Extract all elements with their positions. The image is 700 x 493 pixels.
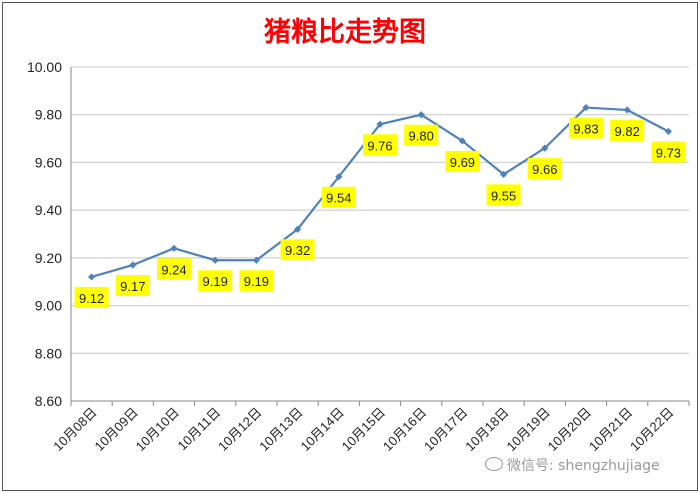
data-point	[335, 173, 343, 181]
y-tick-label: 8.60	[35, 393, 62, 409]
data-label: 9.12	[79, 291, 104, 306]
data-label: 9.55	[491, 188, 516, 203]
x-tick-label: 10月19日	[503, 405, 552, 454]
data-point	[294, 225, 302, 233]
x-tick-label: 10月20日	[545, 405, 594, 454]
data-point	[211, 256, 219, 264]
grid-lines	[71, 66, 689, 402]
data-label-box	[363, 134, 397, 156]
data-label: 9.83	[573, 122, 598, 137]
data-point	[376, 120, 384, 128]
data-label: 9.76	[367, 138, 392, 153]
data-label-box	[239, 270, 274, 292]
data-point	[129, 261, 137, 269]
x-tick-label: 10月13日	[256, 405, 305, 454]
axes	[70, 67, 690, 406]
data-label-box	[569, 117, 603, 139]
y-tick-label: 8.80	[35, 345, 62, 361]
x-tick-label: 10月11日	[175, 405, 224, 454]
data-labels: 9.12 9.17 9.24 9.19 9.19 9.32 9.54 9.76 9.80 9.69…	[74, 117, 686, 308]
data-point	[88, 273, 96, 281]
data-label: 9.19	[244, 274, 269, 289]
x-tick-label: 10月17日	[421, 405, 470, 454]
y-axis-ticks: 8.60 8.80 9.00 9.20 9.40 9.60 9.80 10.00	[27, 59, 62, 409]
line-chart: 猪粮比走势图 8.60 8.80 9.00 9.20 9.40 9.60 9.80 10.00…	[27, 16, 690, 454]
y-tick-label: 10.00	[27, 59, 62, 75]
x-tick-label: 10月10日	[133, 405, 182, 454]
data-label: 9.66	[532, 162, 557, 177]
data-point	[623, 106, 631, 114]
x-axis-ticks: 10月08日10月09日10月10日10月11日10月12日10月13日10月1…	[50, 405, 676, 454]
data-point	[582, 103, 590, 112]
y-tick-label: 9.60	[35, 154, 62, 170]
watermark-text: 微信号: shengzhujiage	[507, 458, 660, 474]
y-tick-label: 9.20	[35, 250, 62, 266]
data-label-box	[157, 258, 191, 280]
x-tick-label: 10月08日	[50, 405, 99, 454]
chart-title: 猪粮比走势图	[264, 16, 426, 48]
x-tick-label: 10月12日	[215, 405, 264, 454]
data-label-box	[651, 141, 686, 163]
data-label: 9.80	[409, 129, 434, 144]
data-label: 9.19	[203, 274, 228, 289]
data-point	[458, 137, 466, 145]
data-label-box	[445, 150, 480, 172]
x-tick-label: 10月22日	[627, 405, 676, 454]
y-tick-label: 9.00	[35, 298, 62, 314]
data-label-box	[610, 119, 645, 141]
data-label-box	[486, 184, 521, 206]
wechat-icon	[485, 457, 503, 471]
data-label-box	[280, 239, 315, 261]
data-label-box	[74, 286, 109, 308]
x-tick-label: 10月16日	[380, 405, 429, 454]
data-label: 9.73	[656, 145, 681, 160]
y-tick-label: 9.80	[35, 107, 62, 123]
data-point	[170, 244, 178, 252]
x-tick-label: 10月15日	[339, 405, 388, 454]
data-point	[664, 127, 672, 136]
data-label-box	[404, 124, 439, 146]
data-label-box	[527, 158, 562, 180]
data-label: 9.17	[120, 279, 145, 294]
data-label-box	[321, 186, 356, 208]
data-label: 9.54	[326, 191, 351, 206]
data-point	[500, 170, 508, 178]
watermark: 微信号: shengzhujiage	[485, 455, 697, 477]
data-label-box	[198, 270, 233, 292]
data-label: 9.24	[161, 262, 186, 277]
data-point	[252, 256, 260, 264]
data-point	[417, 111, 425, 119]
data-point	[541, 144, 549, 152]
x-tick-label: 10月21日	[586, 405, 635, 454]
x-tick-label: 10月18日	[462, 405, 511, 454]
x-tick-label: 10月09日	[91, 405, 140, 454]
data-label: 9.69	[450, 155, 475, 170]
data-label: 9.32	[285, 243, 310, 258]
y-tick-label: 9.40	[35, 202, 62, 218]
data-label-box	[115, 275, 150, 297]
x-tick-label: 10月14日	[297, 405, 346, 454]
data-label: 9.82	[615, 124, 640, 139]
